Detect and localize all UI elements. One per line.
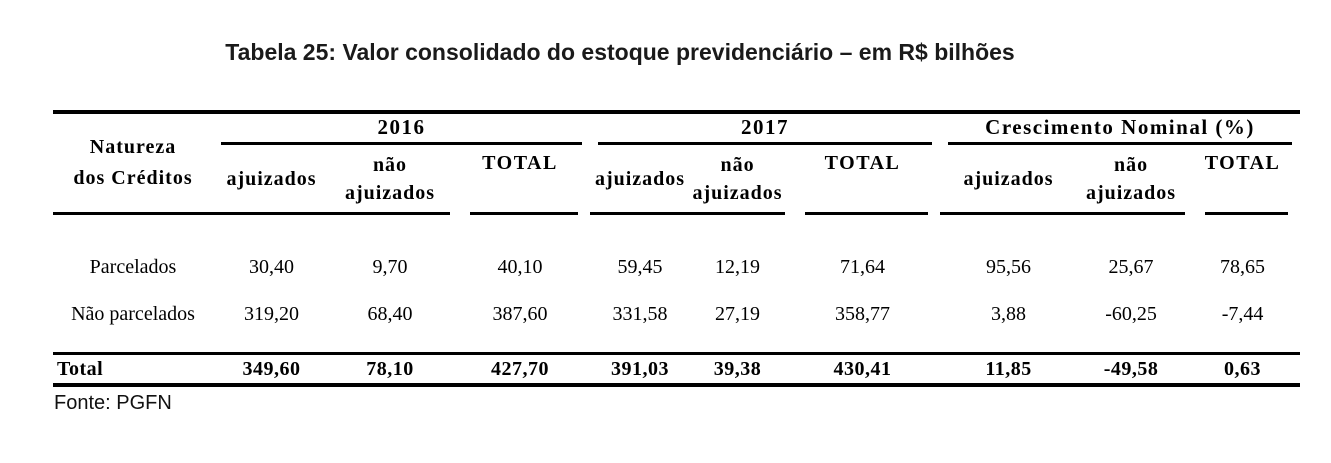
- stock-table: Natureza dos Créditos 2016 2017 Crescime…: [53, 110, 1301, 387]
- subheader-nao-ajuizados-2016: não ajuizados: [330, 145, 450, 215]
- subheader-nao-line2: ajuizados: [692, 181, 783, 204]
- cell-2016-ajuizados: 349,60: [213, 352, 330, 387]
- cell-2017-ajuizados: 391,03: [590, 352, 691, 387]
- spacer-row: [53, 337, 1300, 352]
- subheader-nao-line1: não: [372, 153, 408, 176]
- subheader-total-crescimento: TOTAL: [1185, 145, 1300, 215]
- header-natureza-line2: dos Créditos: [73, 167, 193, 189]
- cell-crescimento-nao-ajuizados: -60,25: [1105, 303, 1157, 325]
- source-note: Fonte: PGFN: [54, 392, 172, 414]
- cell-2017-nao-ajuizados: 27,19: [715, 303, 761, 325]
- cell-2017-ajuizados: 59,45: [617, 255, 663, 278]
- header-natureza: Natureza dos Créditos: [53, 110, 213, 215]
- row-label-total: Total: [53, 352, 213, 387]
- subheader-ajuizados-crescimento: ajuizados: [940, 145, 1078, 215]
- subheader-nao-line1: não: [1113, 153, 1149, 176]
- page-title: Tabela 25: Valor consolidado do estoque …: [225, 39, 1015, 65]
- table-row-total: Total 349,60 78,10 427,70 391,03 39,38 4…: [53, 352, 1301, 387]
- total-underline: [470, 212, 579, 215]
- cell-2016-nao-ajuizados: 68,40: [367, 303, 413, 325]
- group-label-crescimento: Crescimento Nominal (%): [948, 114, 1293, 145]
- group-label-2016: 2016: [221, 114, 583, 145]
- cell-crescimento-ajuizados: 3,88: [991, 303, 1027, 325]
- cell-crescimento-total: 78,65: [1220, 255, 1266, 278]
- cell-crescimento-ajuizados: 11,85: [940, 352, 1078, 387]
- subheader-total-label: TOTAL: [482, 152, 558, 174]
- cell-crescimento-ajuizados: 95,56: [986, 255, 1032, 278]
- subheader-nao-line2: ajuizados: [344, 181, 436, 204]
- cell-2016-nao-ajuizados: 9,70: [372, 255, 408, 278]
- cell-2016-ajuizados: 30,40: [249, 255, 294, 278]
- cell-2017-total: 71,64: [840, 255, 886, 278]
- subheader-ajuizados-2017: ajuizados: [590, 145, 691, 215]
- cell-2017-nao-ajuizados: 12,19: [715, 255, 761, 278]
- cell-2016-total: 387,60: [492, 303, 548, 325]
- subheader-total-2017: TOTAL: [785, 145, 940, 215]
- group-label-2017: 2017: [598, 114, 933, 145]
- cell-2017-ajuizados: 331,58: [612, 303, 668, 325]
- cell-crescimento-total: 0,63: [1185, 352, 1301, 387]
- table-row-nao-parcelados: Não parcelados 319,20 68,40 387,60 331,5…: [53, 292, 1300, 337]
- group-header-crescimento: Crescimento Nominal (%): [940, 110, 1301, 145]
- cell-2016-ajuizados: 319,20: [244, 303, 299, 325]
- subheader-nao-line2: ajuizados: [1085, 181, 1177, 204]
- cell-2016-nao-ajuizados: 78,10: [330, 352, 450, 387]
- subheader-nao-ajuizados-2017: não ajuizados: [690, 145, 786, 215]
- subheader-total-label: TOTAL: [824, 152, 901, 174]
- header-row-subcolumns: ajuizados não ajuizados TOTAL ajuizados …: [53, 145, 1300, 215]
- cell-2016-total: 40,10: [497, 255, 543, 278]
- subheader-nao-line1: não: [720, 153, 755, 176]
- cell-2017-nao-ajuizados: 39,38: [690, 352, 786, 387]
- cell-crescimento-nao-ajuizados: -49,58: [1077, 352, 1186, 387]
- cell-crescimento-nao-ajuizados: 25,67: [1108, 255, 1154, 278]
- subheader-ajuizados-2016: ajuizados: [213, 145, 330, 215]
- group-header-2017: 2017: [590, 110, 941, 145]
- spacer-row: [53, 215, 1300, 242]
- header-row-groups: Natureza dos Créditos 2016 2017 Crescime…: [53, 110, 1301, 215]
- cell-2017-total: 430,41: [785, 352, 941, 387]
- cell-crescimento-total: -7,44: [1221, 303, 1264, 325]
- table-row-parcelados: Parcelados 30,40 9,70 40,10 59,45 12,19 …: [53, 242, 1300, 292]
- subheader-total-2016: TOTAL: [450, 145, 590, 215]
- cell-2016-total: 427,70: [450, 352, 591, 387]
- row-label: Não parcelados: [71, 303, 195, 325]
- total-underline: [1205, 212, 1289, 215]
- total-underline: [805, 212, 929, 215]
- cell-2017-total: 358,77: [835, 303, 891, 325]
- group-header-2016: 2016: [213, 110, 591, 145]
- row-label: Parcelados: [89, 255, 177, 278]
- subheader-total-label: TOTAL: [1204, 152, 1281, 174]
- subheader-nao-ajuizados-crescimento: não ajuizados: [1077, 145, 1186, 215]
- header-natureza-line1: Natureza: [89, 136, 177, 158]
